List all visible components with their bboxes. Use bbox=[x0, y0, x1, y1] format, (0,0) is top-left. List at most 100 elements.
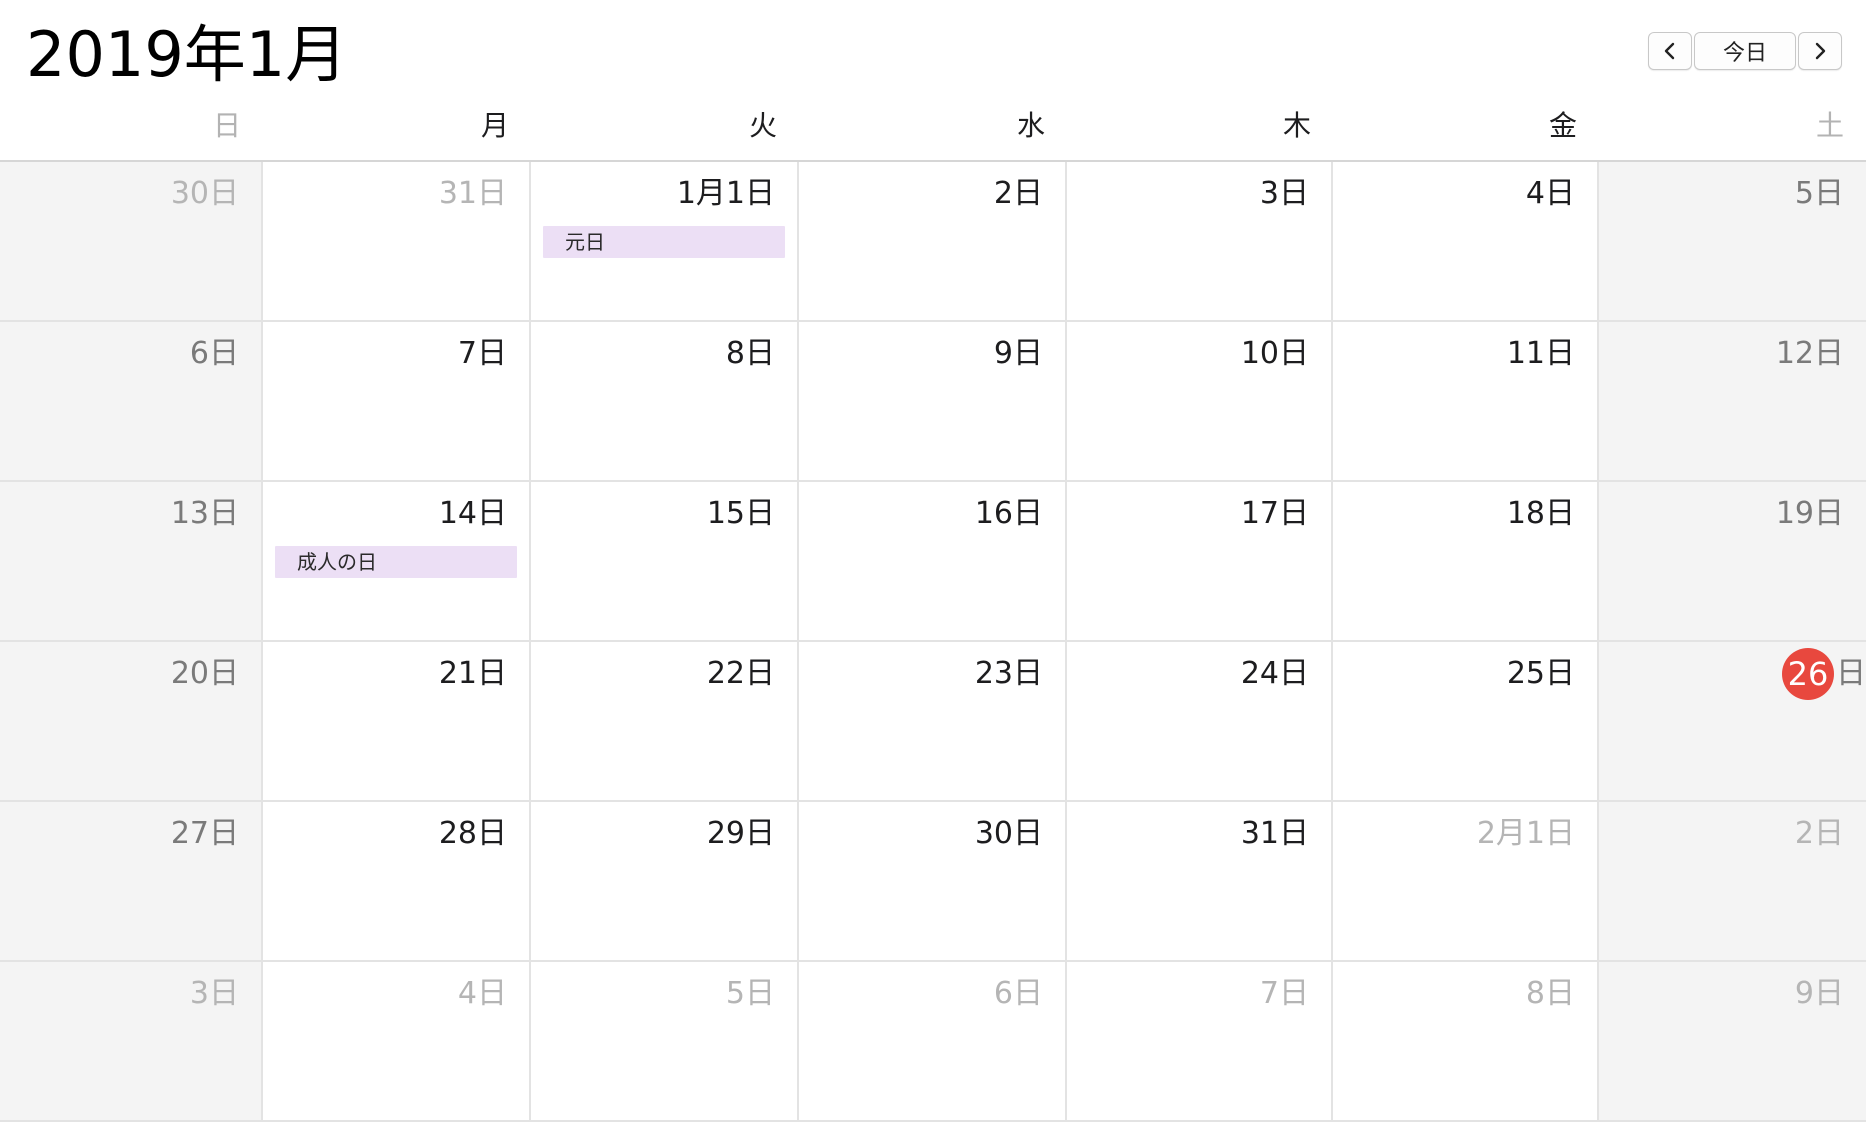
day-number: 23日 bbox=[974, 656, 1043, 691]
day-cell[interactable]: 18日 bbox=[1333, 482, 1599, 642]
day-cell[interactable]: 8日 bbox=[531, 322, 799, 482]
today-day-number: 26 日 bbox=[1782, 648, 1866, 700]
day-number: 20日 bbox=[170, 656, 239, 691]
day-cell[interactable]: 29日 bbox=[531, 802, 799, 962]
day-number: 13日 bbox=[170, 496, 239, 531]
day-cell[interactable]: 23日 bbox=[799, 642, 1067, 802]
today-button[interactable]: 今日 bbox=[1694, 32, 1796, 70]
day-cell[interactable]: 2日 bbox=[799, 162, 1067, 322]
day-cell[interactable]: 7日 bbox=[1067, 962, 1333, 1122]
day-number: 15日 bbox=[706, 496, 775, 531]
day-number: 17日 bbox=[1240, 496, 1309, 531]
day-number: 24日 bbox=[1240, 656, 1309, 691]
previous-month-button[interactable] bbox=[1648, 32, 1692, 70]
day-number: 4日 bbox=[457, 976, 507, 1011]
day-cell[interactable]: 2日 bbox=[1599, 802, 1866, 962]
day-cell[interactable]: 10日 bbox=[1067, 322, 1333, 482]
day-cell[interactable]: 3日 bbox=[0, 962, 263, 1122]
day-number: 19日 bbox=[1775, 496, 1844, 531]
day-cell[interactable]: 30日 bbox=[0, 162, 263, 322]
day-cell[interactable]: 2月1日 bbox=[1333, 802, 1599, 962]
next-month-button[interactable] bbox=[1798, 32, 1842, 70]
weekday-tuesday: 火 bbox=[748, 109, 777, 142]
today-badge: 26 bbox=[1782, 648, 1834, 700]
weekday-friday: 金 bbox=[1548, 109, 1577, 142]
day-cell[interactable]: 5日 bbox=[531, 962, 799, 1122]
day-number: 6日 bbox=[189, 336, 239, 371]
day-number: 7日 bbox=[457, 336, 507, 371]
day-cell[interactable]: 19日 bbox=[1599, 482, 1866, 642]
day-number: 22日 bbox=[706, 656, 775, 691]
day-number: 2月1日 bbox=[1476, 816, 1575, 851]
day-number: 4日 bbox=[1525, 176, 1575, 211]
weekday-header: 日月火水木金土 bbox=[0, 104, 1866, 160]
month-navigation: 今日 bbox=[1648, 32, 1842, 74]
weekday-monday: 月 bbox=[480, 109, 509, 142]
day-number: 10日 bbox=[1240, 336, 1309, 371]
day-number: 27日 bbox=[170, 816, 239, 851]
day-number: 9日 bbox=[993, 336, 1043, 371]
day-cell[interactable]: 4日 bbox=[1333, 162, 1599, 322]
day-cell[interactable]: 5日 bbox=[1599, 162, 1866, 322]
day-cell[interactable]: 17日 bbox=[1067, 482, 1333, 642]
day-cell[interactable]: 8日 bbox=[1333, 962, 1599, 1122]
page-title: 2019年1月 bbox=[26, 18, 348, 91]
day-number: 11日 bbox=[1506, 336, 1575, 371]
day-number: 29日 bbox=[706, 816, 775, 851]
day-cell[interactable]: 11日 bbox=[1333, 322, 1599, 482]
day-cell[interactable]: 6日 bbox=[0, 322, 263, 482]
day-cell[interactable]: 16日 bbox=[799, 482, 1067, 642]
day-number: 30日 bbox=[974, 816, 1043, 851]
day-number: 21日 bbox=[438, 656, 507, 691]
day-cell[interactable]: 1月1日元日 bbox=[531, 162, 799, 322]
day-number: 6日 bbox=[993, 976, 1043, 1011]
day-number: 28日 bbox=[438, 816, 507, 851]
day-cell[interactable]: 30日 bbox=[799, 802, 1067, 962]
day-number: 8日 bbox=[1525, 976, 1575, 1011]
chevron-left-icon bbox=[1664, 42, 1675, 60]
weekday-wednesday: 水 bbox=[1016, 109, 1045, 142]
day-cell[interactable]: 9日 bbox=[1599, 962, 1866, 1122]
day-number: 3日 bbox=[189, 976, 239, 1011]
chevron-right-icon bbox=[1815, 42, 1826, 60]
day-cell[interactable]: 22日 bbox=[531, 642, 799, 802]
day-cell[interactable]: 3日 bbox=[1067, 162, 1333, 322]
day-cell[interactable]: 15日 bbox=[531, 482, 799, 642]
day-cell[interactable]: 20日 bbox=[0, 642, 263, 802]
day-number: 3日 bbox=[1259, 176, 1309, 211]
day-cell[interactable]: 21日 bbox=[263, 642, 531, 802]
day-cell[interactable]: 14日成人の日 bbox=[263, 482, 531, 642]
day-cell[interactable]: 31日 bbox=[263, 162, 531, 322]
day-cell[interactable]: 28日 bbox=[263, 802, 531, 962]
day-cell[interactable]: 13日 bbox=[0, 482, 263, 642]
day-number: 9日 bbox=[1794, 976, 1844, 1011]
weekday-thursday: 木 bbox=[1282, 109, 1311, 142]
day-cell[interactable]: 6日 bbox=[799, 962, 1067, 1122]
holiday-event[interactable]: 元日 bbox=[543, 226, 785, 258]
day-cell[interactable]: 7日 bbox=[263, 322, 531, 482]
weekday-saturday: 土 bbox=[1815, 109, 1844, 142]
day-cell[interactable]: 31日 bbox=[1067, 802, 1333, 962]
day-number: 8日 bbox=[725, 336, 775, 371]
day-number: 14日 bbox=[438, 496, 507, 531]
day-number: 5日 bbox=[1794, 176, 1844, 211]
day-number: 25日 bbox=[1506, 656, 1575, 691]
day-cell[interactable]: 27日 bbox=[0, 802, 263, 962]
day-cell[interactable]: 4日 bbox=[263, 962, 531, 1122]
today-day-suffix: 日 bbox=[1836, 656, 1866, 691]
day-number: 12日 bbox=[1775, 336, 1844, 371]
month-grid: 30日 31日 1月1日 元日 2日 3日 4日 5日 6日 7日 8日 9日 10日 11日 12日 13日… bbox=[0, 162, 1866, 1122]
day-cell[interactable]: 9日 bbox=[799, 322, 1067, 482]
day-number: 5日 bbox=[725, 976, 775, 1011]
day-number: 18日 bbox=[1506, 496, 1575, 531]
day-cell[interactable]: 25日 bbox=[1333, 642, 1599, 802]
weekday-sunday: 日 bbox=[212, 109, 241, 142]
day-number: 7日 bbox=[1259, 976, 1309, 1011]
day-number: 16日 bbox=[974, 496, 1043, 531]
day-cell[interactable]: 12日 bbox=[1599, 322, 1866, 482]
day-cell[interactable]: 26 日 bbox=[1599, 642, 1866, 802]
day-number: 2日 bbox=[993, 176, 1043, 211]
day-cell[interactable]: 24日 bbox=[1067, 642, 1333, 802]
day-number: 1月1日 bbox=[676, 176, 775, 211]
holiday-event[interactable]: 成人の日 bbox=[275, 546, 517, 578]
